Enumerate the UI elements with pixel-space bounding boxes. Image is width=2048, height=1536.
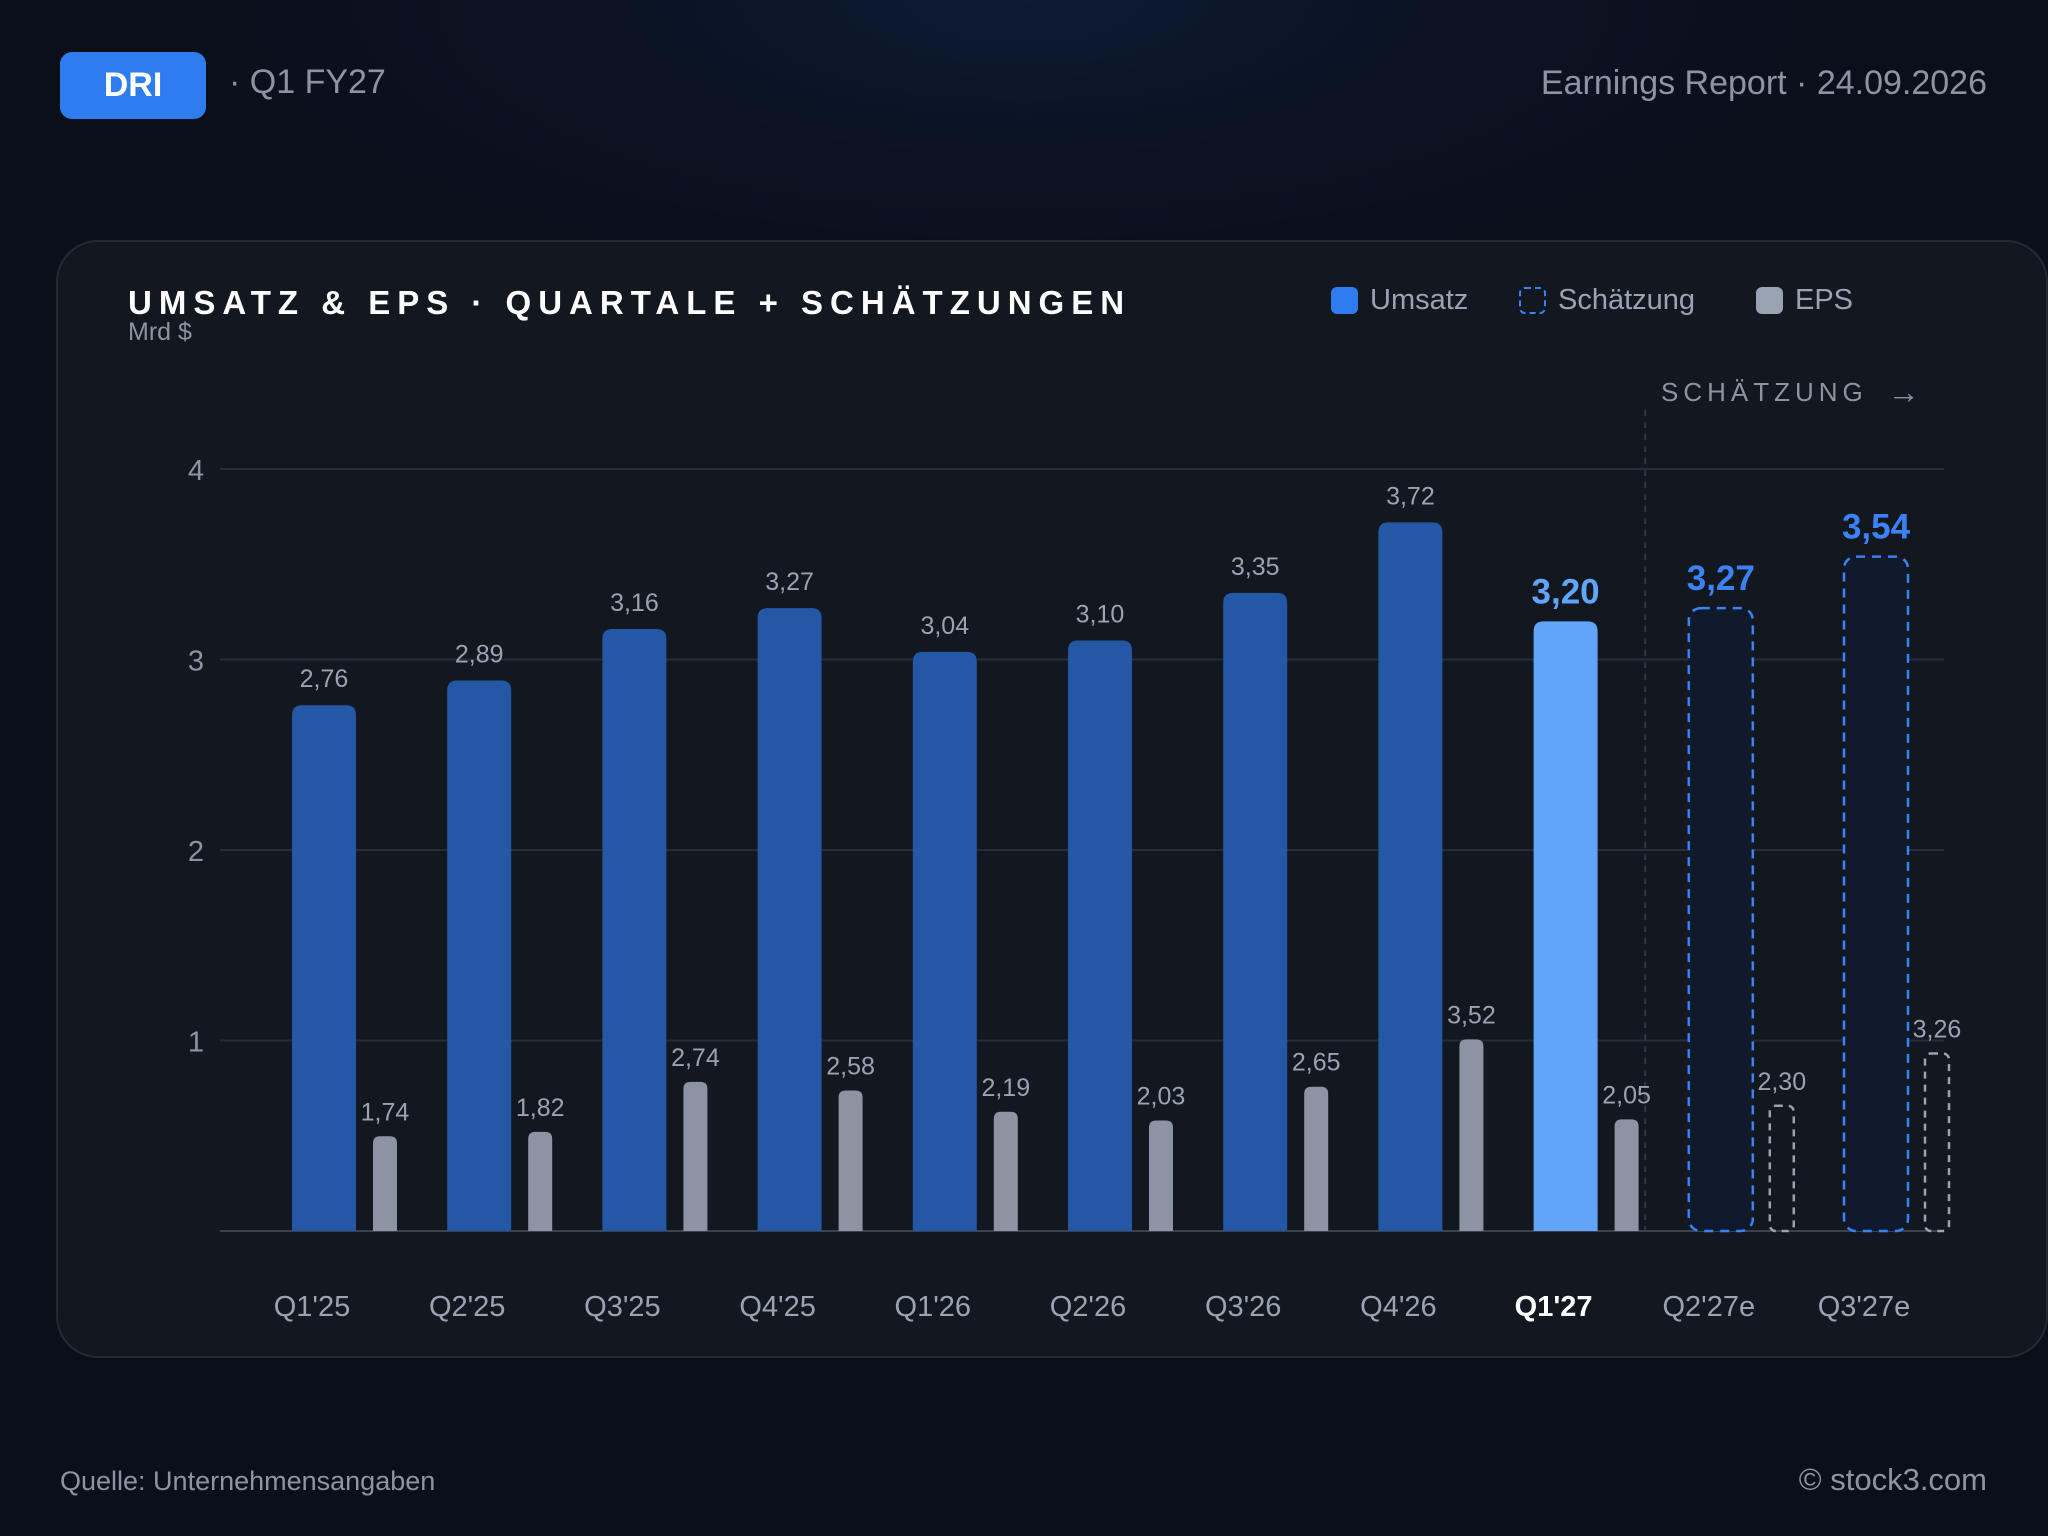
arrow-right-icon: → <box>1887 374 1920 410</box>
x-category-label: Q1'26 <box>895 1291 971 1323</box>
legend-estimate-label: Schätzung <box>1558 284 1696 316</box>
revenue-value-label: 3,16 <box>610 589 659 617</box>
y-tick-label: 3 <box>188 646 204 678</box>
revenue-bar <box>912 651 977 1231</box>
forecast-marker: SCHÄTZUNG → <box>1661 374 1920 411</box>
legend-estimate: Schätzung <box>1519 284 1695 317</box>
revenue-value-label: 3,54 <box>1842 508 1911 547</box>
revenue-value-label: 3,20 <box>1532 572 1600 611</box>
revenue-bar <box>602 629 667 1231</box>
revenue-value-label: 3,27 <box>1687 559 1755 598</box>
chart-unit: Mrd $ <box>128 318 192 346</box>
eps-value-label: 2,74 <box>671 1044 720 1072</box>
x-category-label: Q4'26 <box>1360 1291 1436 1323</box>
revenue-bar-estimate <box>1687 606 1755 1233</box>
ticker-badge: DRI <box>60 52 206 119</box>
revenue-value-label: 3,04 <box>920 612 969 640</box>
legend-eps: EPS <box>1756 284 1853 317</box>
eps-value-label: 2,19 <box>981 1074 1030 1102</box>
revenue-value-label: 2,89 <box>455 640 504 668</box>
eps-bar <box>683 1081 708 1231</box>
revenue-value-label: 2,76 <box>300 665 349 693</box>
x-category-label: Q2'26 <box>1050 1291 1126 1323</box>
legend-eps-label: EPS <box>1795 284 1854 316</box>
eps-bar-estimate <box>1923 1052 1951 1233</box>
eps-bar <box>1304 1086 1329 1231</box>
y-tick-label: 2 <box>188 836 204 868</box>
eps-bar <box>1459 1039 1484 1231</box>
x-category-label: Q4'25 <box>739 1291 815 1323</box>
legend-eps-swatch <box>1756 287 1783 314</box>
eps-value-label: 2,65 <box>1292 1049 1341 1077</box>
source-note: Quelle: Unternehmensangaben <box>60 1466 436 1496</box>
legend-estimate-swatch <box>1519 287 1546 314</box>
eps-bar <box>1614 1119 1639 1231</box>
y-tick-label: 4 <box>188 455 204 487</box>
eps-value-label: 2,30 <box>1757 1068 1806 1096</box>
revenue-value-label: 3,27 <box>765 568 814 596</box>
y-tick-label: 1 <box>188 1027 204 1059</box>
copyright: © stock3.com <box>1798 1462 1987 1497</box>
eps-bar <box>373 1136 397 1231</box>
eps-value-label: 2,05 <box>1602 1081 1651 1109</box>
revenue-bar <box>292 705 356 1231</box>
eps-value-label: 3,26 <box>1913 1016 1962 1044</box>
eps-value-label: 2,03 <box>1137 1082 1186 1110</box>
x-category-label: Q3'26 <box>1205 1291 1281 1323</box>
revenue-value-label: 3,35 <box>1231 553 1280 581</box>
x-category-label: Q1'27 <box>1515 1291 1593 1323</box>
eps-bar-estimate <box>1768 1104 1796 1233</box>
revenue-value-label: 3,72 <box>1386 482 1435 510</box>
x-category-label: Q3'25 <box>584 1291 660 1323</box>
revenue-bar <box>757 608 822 1231</box>
eps-bar <box>993 1111 1018 1231</box>
legend-revenue-label: Umsatz <box>1370 284 1469 316</box>
revenue-value-label: 3,10 <box>1076 600 1125 628</box>
eps-bar <box>1149 1120 1173 1231</box>
eps-value-label: 1,74 <box>361 1098 410 1126</box>
legend-revenue-swatch <box>1331 287 1358 314</box>
revenue-bar <box>1223 592 1288 1231</box>
report-date: Earnings Report · 24.09.2026 <box>1540 64 1987 102</box>
revenue-bar <box>1068 640 1132 1231</box>
revenue-bar <box>447 680 512 1231</box>
x-category-label: Q3'27e <box>1818 1291 1911 1323</box>
chart-title: UMSATZ & EPS · QUARTALE + SCHÄTZUNGEN <box>128 284 1132 321</box>
x-category-label: Q2'27e <box>1662 1291 1755 1323</box>
x-category-label: Q2'25 <box>429 1291 505 1323</box>
revenue-bar-current <box>1533 621 1598 1231</box>
revenue-bar-estimate <box>1842 555 1910 1233</box>
eps-value-label: 2,58 <box>826 1053 875 1081</box>
x-category-label: Q1'25 <box>274 1291 350 1323</box>
fiscal-period: · Q1 FY27 <box>229 63 386 101</box>
eps-value-label: 1,82 <box>516 1094 565 1122</box>
legend-revenue: Umsatz <box>1331 284 1468 317</box>
eps-bar <box>528 1131 553 1231</box>
eps-value-label: 3,52 <box>1447 1001 1496 1029</box>
revenue-bar <box>1378 522 1443 1231</box>
forecast-label: SCHÄTZUNG <box>1661 377 1868 407</box>
eps-bar <box>838 1090 863 1231</box>
